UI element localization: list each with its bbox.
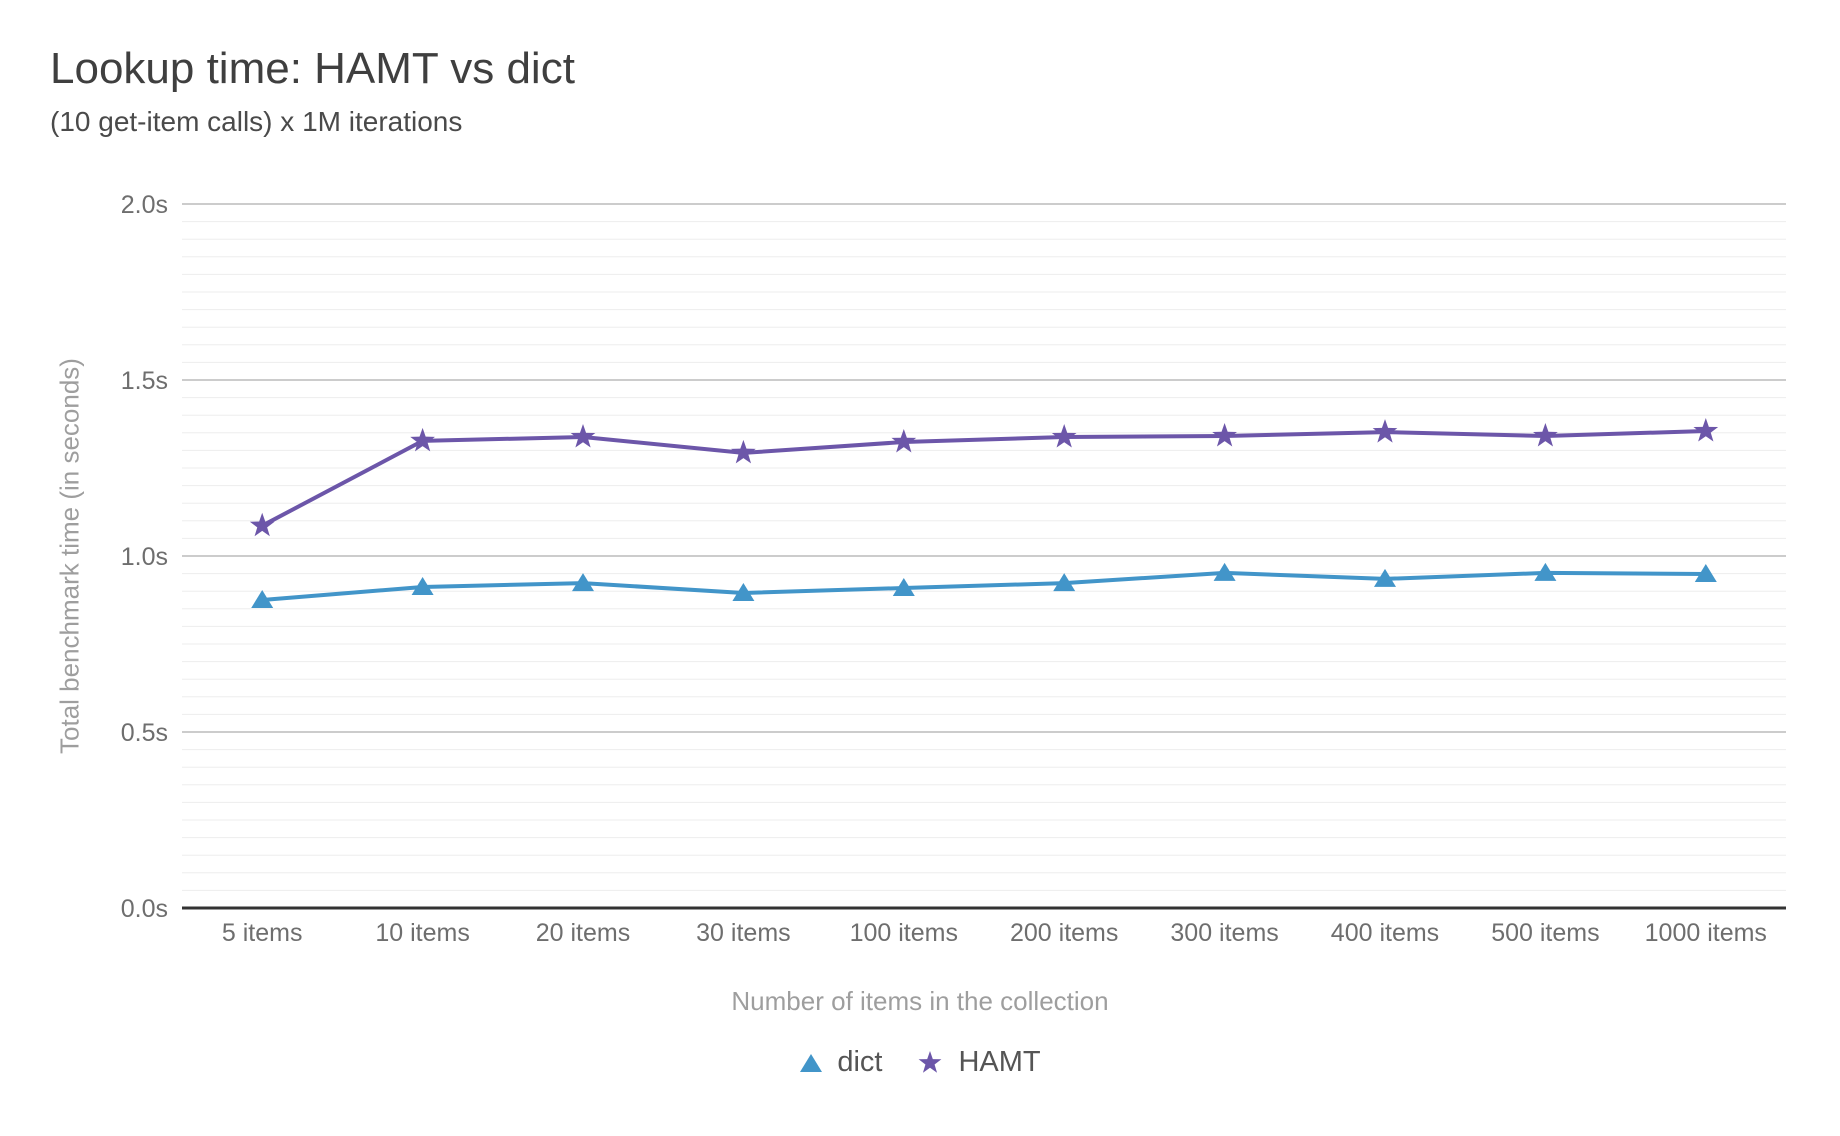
data-point-HAMT[interactable] xyxy=(731,439,756,464)
triangle-icon xyxy=(800,1053,823,1072)
data-point-dict[interactable] xyxy=(251,590,274,608)
chart-subtitle: (10 get-item calls) x 1M iterations xyxy=(50,106,463,137)
data-point-dict[interactable] xyxy=(572,573,594,592)
x-tick-label: 300 items xyxy=(1170,919,1278,947)
x-tick-label: 200 items xyxy=(1010,919,1118,947)
chart-title: Lookup time: HAMT vs dict xyxy=(50,44,575,93)
x-tick-label: 400 items xyxy=(1331,919,1439,947)
data-point-dict[interactable] xyxy=(892,578,915,597)
data-point-dict[interactable] xyxy=(1374,568,1396,587)
x-axis-title: Number of items in the collection xyxy=(731,986,1109,1016)
data-point-HAMT[interactable] xyxy=(570,424,596,448)
series-line-dict xyxy=(260,570,1708,602)
legend-label-hamt: HAMT xyxy=(958,1046,1041,1078)
legend-item-hamt[interactable]: HAMT xyxy=(916,1046,1041,1079)
x-tick-label: 20 items xyxy=(536,919,630,947)
data-point-HAMT[interactable] xyxy=(1372,419,1398,443)
x-tick-label: 500 items xyxy=(1491,919,1599,947)
data-point-HAMT[interactable] xyxy=(1051,424,1077,448)
legend: dict HAMT xyxy=(0,1046,1840,1079)
star-icon xyxy=(919,1050,942,1073)
data-point-HAMT[interactable] xyxy=(249,512,275,537)
x-tick-label: 30 items xyxy=(696,919,790,947)
data-point-dict[interactable] xyxy=(1053,573,1076,592)
legend-label-dict: dict xyxy=(837,1046,883,1078)
x-tick-label: 100 items xyxy=(850,919,958,947)
data-point-HAMT[interactable] xyxy=(891,428,917,453)
data-point-HAMT[interactable] xyxy=(1212,422,1237,447)
legend-item-dict[interactable]: dict xyxy=(799,1046,882,1079)
y-tick-label: 1.5s xyxy=(121,367,168,395)
y-tick-label: 2.0s xyxy=(121,191,168,219)
data-point-HAMT[interactable] xyxy=(1533,422,1558,447)
data-point-dict[interactable] xyxy=(732,582,755,601)
x-tick-label: 5 items xyxy=(222,919,303,947)
series-line-HAMT xyxy=(260,429,1708,528)
y-tick-label: 0.5s xyxy=(121,719,168,747)
data-point-HAMT[interactable] xyxy=(1693,418,1719,442)
data-point-HAMT[interactable] xyxy=(410,427,435,452)
data-point-dict[interactable] xyxy=(1534,562,1557,581)
x-tick-label: 10 items xyxy=(375,919,469,947)
data-point-dict[interactable] xyxy=(1694,563,1717,582)
y-tick-label: 1.0s xyxy=(121,543,168,571)
x-tick-label: 1000 items xyxy=(1645,919,1767,947)
y-tick-label: 0.0s xyxy=(121,895,168,923)
data-point-dict[interactable] xyxy=(411,576,434,595)
data-point-dict[interactable] xyxy=(1213,562,1236,581)
